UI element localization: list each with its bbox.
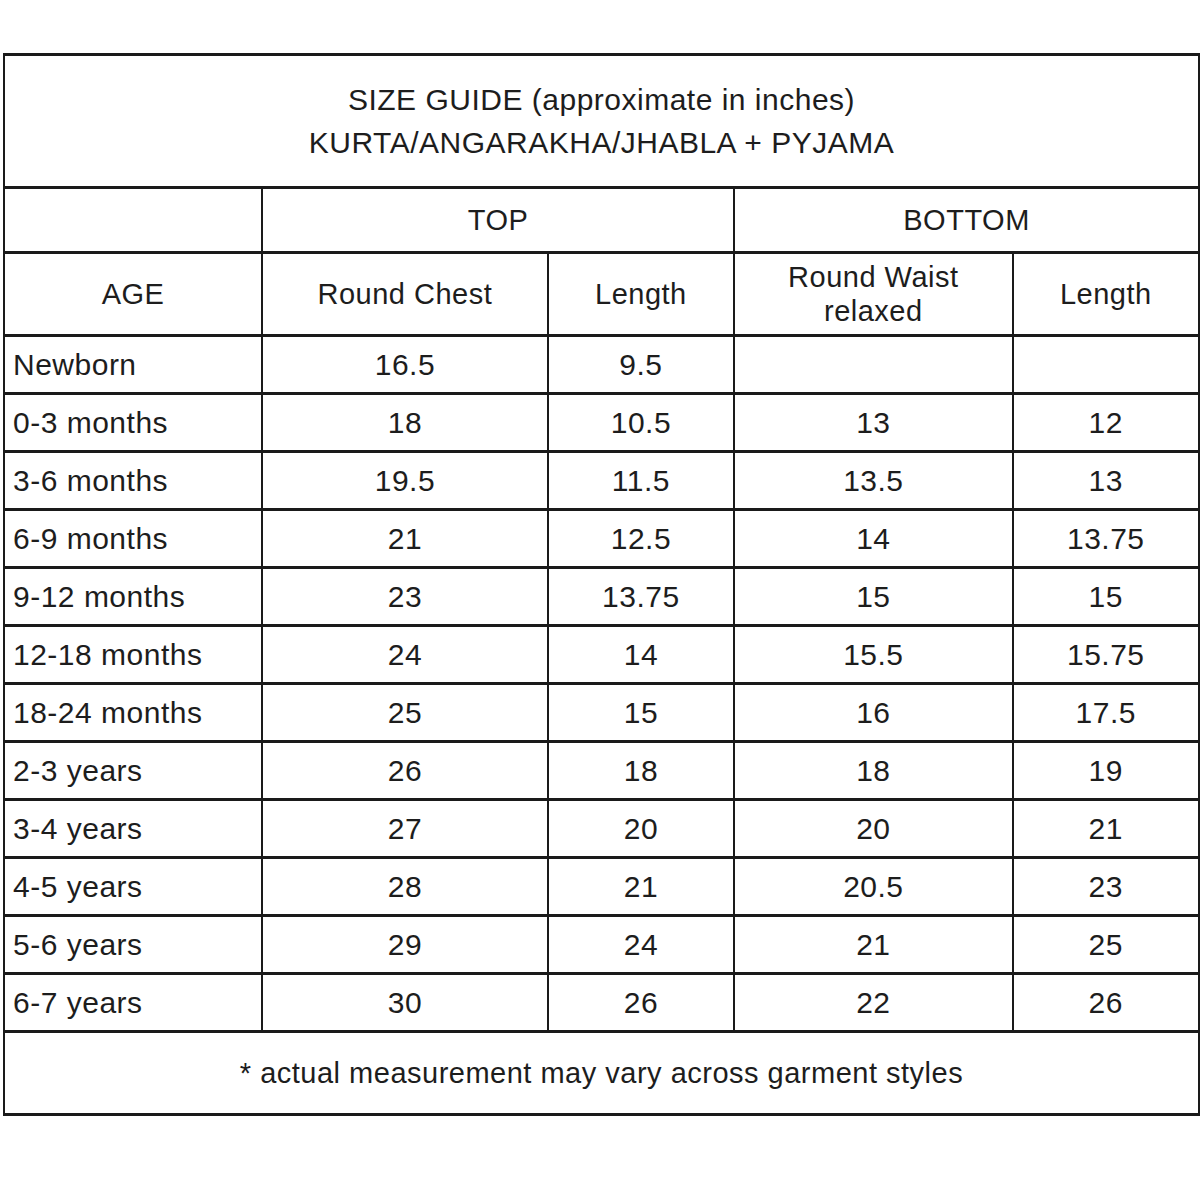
table-row: 3-4 years 27 20 20 21: [4, 800, 1199, 858]
round-chest-cell: 19.5: [262, 452, 548, 510]
bottom-length-cell: 17.5: [1013, 684, 1199, 742]
round-chest-cell: 25: [262, 684, 548, 742]
top-length-cell: 11.5: [548, 452, 734, 510]
top-length-cell: 12.5: [548, 510, 734, 568]
bottom-length-cell: 23: [1013, 858, 1199, 916]
round-chest-cell: 28: [262, 858, 548, 916]
group-header-row: TOP BOTTOM: [4, 188, 1199, 253]
table-row: 3-6 months 19.5 11.5 13.5 13: [4, 452, 1199, 510]
size-guide: SIZE GUIDE (approximate in inches) KURTA…: [3, 53, 1200, 1116]
round-waist-cell: 21: [734, 916, 1012, 974]
round-chest-cell: 21: [262, 510, 548, 568]
top-length-cell: 9.5: [548, 336, 734, 394]
table-row: Newborn 16.5 9.5: [4, 336, 1199, 394]
round-chest-column-header: Round Chest: [262, 253, 548, 336]
table-row: 2-3 years 26 18 18 19: [4, 742, 1199, 800]
table-row: 4-5 years 28 21 20.5 23: [4, 858, 1199, 916]
bottom-length-cell: 13.75: [1013, 510, 1199, 568]
age-cell: 3-4 years: [4, 800, 262, 858]
round-chest-cell: 26: [262, 742, 548, 800]
top-length-cell: 13.75: [548, 568, 734, 626]
round-waist-cell: [734, 336, 1012, 394]
title-line-2: KURTA/ANGARAKHA/JHABLA + PYJAMA: [5, 121, 1198, 164]
table-row: 9-12 months 23 13.75 15 15: [4, 568, 1199, 626]
table-row: 12-18 months 24 14 15.5 15.75: [4, 626, 1199, 684]
top-length-cell: 21: [548, 858, 734, 916]
bottom-length-column-header: Length: [1013, 253, 1199, 336]
round-waist-cell: 18: [734, 742, 1012, 800]
top-length-cell: 20: [548, 800, 734, 858]
round-waist-cell: 14: [734, 510, 1012, 568]
bottom-length-cell: 25: [1013, 916, 1199, 974]
top-length-cell: 14: [548, 626, 734, 684]
age-cell: 18-24 months: [4, 684, 262, 742]
top-length-cell: 24: [548, 916, 734, 974]
round-chest-cell: 27: [262, 800, 548, 858]
age-cell: 6-9 months: [4, 510, 262, 568]
round-chest-cell: 23: [262, 568, 548, 626]
top-length-column-header: Length: [548, 253, 734, 336]
bottom-length-cell: 12: [1013, 394, 1199, 452]
table-row: 6-9 months 21 12.5 14 13.75: [4, 510, 1199, 568]
round-chest-cell: 29: [262, 916, 548, 974]
size-guide-table: SIZE GUIDE (approximate in inches) KURTA…: [3, 53, 1200, 1116]
footnote: * actual measurement may vary across gar…: [4, 1032, 1199, 1115]
title-banner: SIZE GUIDE (approximate in inches) KURTA…: [4, 55, 1199, 188]
bottom-length-cell: 26: [1013, 974, 1199, 1032]
round-waist-cell: 22: [734, 974, 1012, 1032]
bottom-group-header: BOTTOM: [734, 188, 1199, 253]
age-cell: 3-6 months: [4, 452, 262, 510]
top-length-cell: 18: [548, 742, 734, 800]
age-cell: 0-3 months: [4, 394, 262, 452]
title-banner-row: SIZE GUIDE (approximate in inches) KURTA…: [4, 55, 1199, 188]
age-cell: 4-5 years: [4, 858, 262, 916]
age-cell: 6-7 years: [4, 974, 262, 1032]
table-row: 18-24 months 25 15 16 17.5: [4, 684, 1199, 742]
age-cell: 5-6 years: [4, 916, 262, 974]
round-waist-cell: 16: [734, 684, 1012, 742]
top-length-cell: 26: [548, 974, 734, 1032]
round-waist-cell: 15: [734, 568, 1012, 626]
round-chest-cell: 30: [262, 974, 548, 1032]
bottom-length-cell: 15.75: [1013, 626, 1199, 684]
age-column-header: AGE: [4, 253, 262, 336]
age-cell: 12-18 months: [4, 626, 262, 684]
title-line-1: SIZE GUIDE (approximate in inches): [5, 78, 1198, 121]
bottom-length-cell: [1013, 336, 1199, 394]
table-row: 0-3 months 18 10.5 13 12: [4, 394, 1199, 452]
round-chest-cell: 18: [262, 394, 548, 452]
column-header-row: AGE Round Chest Length Round Waist relax…: [4, 253, 1199, 336]
age-cell: 9-12 months: [4, 568, 262, 626]
age-cell: Newborn: [4, 336, 262, 394]
top-group-header: TOP: [262, 188, 734, 253]
round-chest-cell: 24: [262, 626, 548, 684]
round-waist-cell: 20.5: [734, 858, 1012, 916]
round-waist-cell: 13: [734, 394, 1012, 452]
round-waist-cell: 20: [734, 800, 1012, 858]
table-row: 6-7 years 30 26 22 26: [4, 974, 1199, 1032]
bottom-length-cell: 13: [1013, 452, 1199, 510]
top-length-cell: 10.5: [548, 394, 734, 452]
age-cell: 2-3 years: [4, 742, 262, 800]
bottom-length-cell: 19: [1013, 742, 1199, 800]
table-row: 5-6 years 29 24 21 25: [4, 916, 1199, 974]
top-length-cell: 15: [548, 684, 734, 742]
round-waist-cell: 13.5: [734, 452, 1012, 510]
round-waist-column-header: Round Waist relaxed: [734, 253, 1012, 336]
round-chest-cell: 16.5: [262, 336, 548, 394]
footnote-row: * actual measurement may vary across gar…: [4, 1032, 1199, 1115]
corner-empty-cell: [4, 188, 262, 253]
bottom-length-cell: 15: [1013, 568, 1199, 626]
round-waist-cell: 15.5: [734, 626, 1012, 684]
bottom-length-cell: 21: [1013, 800, 1199, 858]
